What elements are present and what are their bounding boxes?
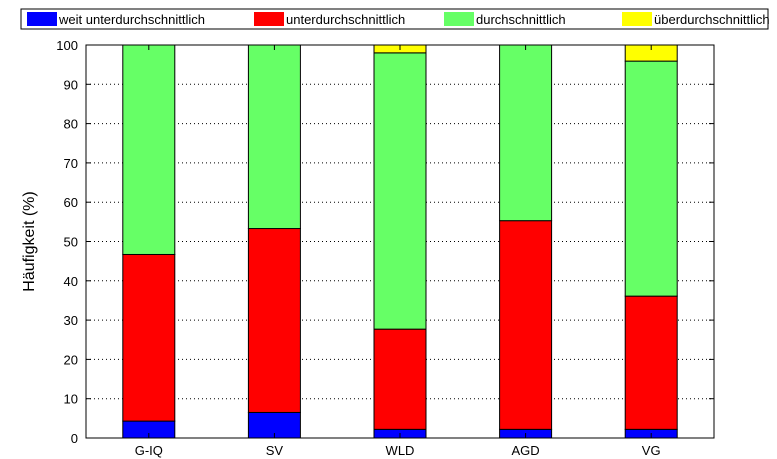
bar-segment [247, 44, 301, 230]
bar-segment [499, 44, 553, 222]
y-tick-label: 80 [64, 117, 78, 132]
grid-lines [86, 83, 714, 400]
bar-segment [373, 328, 427, 430]
x-tick-label: AGD [512, 443, 540, 458]
legend: weit unterdurchschnittlich unterdurchschn… [20, 8, 770, 30]
y-tick-label: 20 [64, 352, 78, 367]
y-tick-label: 90 [64, 77, 78, 92]
x-tick-label: VG [642, 443, 661, 458]
y-tick-label: 30 [64, 313, 78, 328]
y-tick-label: 40 [64, 274, 78, 289]
x-tick-label: SV [266, 443, 284, 458]
bar-segment [624, 60, 678, 297]
legend-label: durchschnittlich [476, 12, 566, 27]
legend-label: unterdurchschnittlich [286, 12, 405, 27]
y-axis-title: Häufigkeit (%) [21, 191, 38, 291]
legend-label: überdurchschnittlich [654, 12, 770, 27]
bar-segment [122, 253, 176, 422]
legend-box [20, 8, 769, 30]
y-tick-label: 10 [64, 392, 78, 407]
bar-segment [247, 228, 301, 413]
y-axis: 0 10 20 30 40 50 60 70 80 90 100 [56, 38, 714, 446]
y-tick-label: 60 [64, 195, 78, 210]
x-tick-label: WLD [386, 443, 415, 458]
x-tick-label: G-IQ [135, 443, 163, 458]
bar-segment [499, 220, 553, 430]
y-tick-label: 100 [56, 38, 78, 53]
legend-swatch [27, 12, 57, 26]
x-axis: G-IQ SV WLD AGD VG [135, 45, 661, 458]
legend-swatch [622, 12, 652, 26]
y-tick-label: 70 [64, 156, 78, 171]
bars [122, 44, 678, 439]
y-tick-label: 50 [64, 235, 78, 250]
legend-swatch [254, 12, 284, 26]
bar-segment [122, 44, 176, 255]
bar-segment [373, 52, 427, 330]
bar-segment [624, 295, 678, 430]
legend-label: weit unterdurchschnittlich [58, 12, 205, 27]
legend-swatch [444, 12, 474, 26]
y-tick-label: 0 [71, 431, 78, 446]
